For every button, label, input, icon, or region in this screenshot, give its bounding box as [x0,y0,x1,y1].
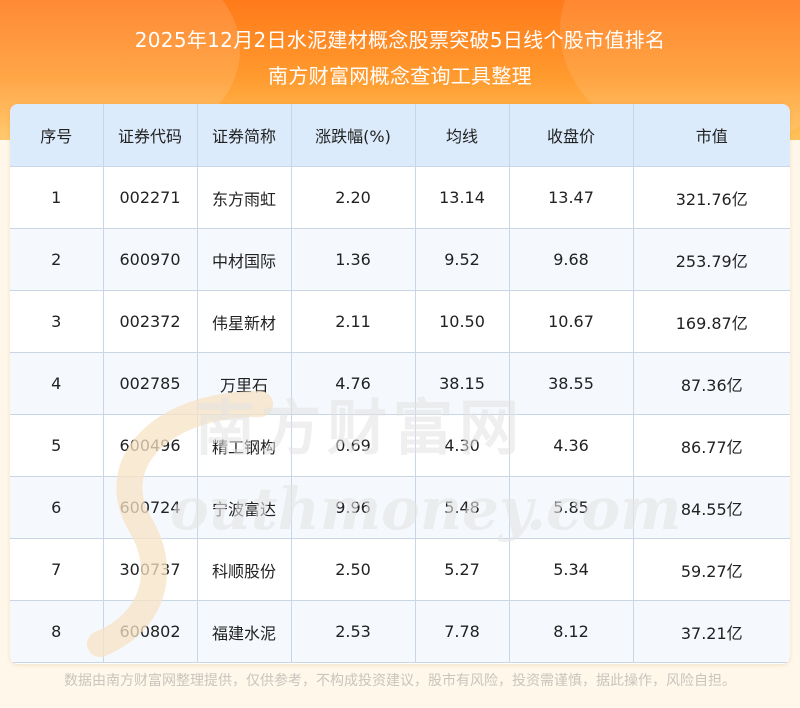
table-row: 6 600724 宁波富达 9.96 5.48 5.85 84.55亿 [10,476,790,539]
table-row: 2 600970 中材国际 1.36 9.52 9.68 253.79亿 [10,228,790,291]
cell-code: 002372 [103,290,198,353]
column-header-code: 证券代码 [103,104,198,167]
column-header-close: 收盘价 [509,104,634,167]
cell-market-cap: 84.55亿 [633,476,790,539]
column-header-index: 序号 [10,104,104,167]
cell-change: 2.11 [291,290,416,353]
cell-code: 600802 [103,600,198,663]
cell-ma: 4.30 [415,414,510,477]
cell-ma: 5.48 [415,476,510,539]
ranking-table: 序号 证券代码 证券简称 涨跌幅(%) 均线 收盘价 市值 1 002271 东方雨… [10,104,790,663]
cell-name: 宁波富达 [197,476,292,539]
cell-close: 8.12 [509,600,634,663]
cell-change: 4.76 [291,352,416,415]
cell-name: 东方雨虹 [197,166,292,229]
cell-market-cap: 59.27亿 [633,538,790,601]
ranking-table-card: 序号 证券代码 证券简称 涨跌幅(%) 均线 收盘价 市值 1 002271 东方雨… [10,104,790,664]
table-row: 8 600802 福建水泥 2.53 7.78 8.12 37.21亿 [10,600,790,663]
column-header-ma: 均线 [415,104,510,167]
cell-close: 4.36 [509,414,634,477]
disclaimer-text: 数据由南方财富网整理提供，仅供参考，不构成投资建议，股市有风险，投资需谨慎，据此… [64,673,736,689]
table-row: 4 002785 万里石 4.76 38.15 38.55 87.36亿 [10,352,790,415]
table-row: 5 600496 精工钢构 0.69 4.30 4.36 86.77亿 [10,414,790,477]
cell-code: 002271 [103,166,198,229]
cell-name: 福建水泥 [197,600,292,663]
cell-index: 7 [10,538,104,601]
cell-code: 300737 [103,538,198,601]
cell-name: 科顺股份 [197,538,292,601]
cell-ma: 10.50 [415,290,510,353]
table-row: 1 002271 东方雨虹 2.20 13.14 13.47 321.76亿 [10,166,790,229]
cell-code: 600724 [103,476,198,539]
table-header-row: 序号 证券代码 证券简称 涨跌幅(%) 均线 收盘价 市值 [10,104,790,167]
cell-index: 6 [10,476,104,539]
cell-close: 5.34 [509,538,634,601]
cell-change: 1.36 [291,228,416,291]
cell-index: 4 [10,352,104,415]
cell-close: 13.47 [509,166,634,229]
cell-index: 3 [10,290,104,353]
cell-index: 8 [10,600,104,663]
cell-close: 38.55 [509,352,634,415]
page-title: 2025年12月2日水泥建材概念股票突破5日线个股市值排名 [134,28,666,52]
cell-market-cap: 37.21亿 [633,600,790,663]
cell-close: 5.85 [509,476,634,539]
table-row: 3 002372 伟星新材 2.11 10.50 10.67 169.87亿 [10,290,790,353]
cell-market-cap: 86.77亿 [633,414,790,477]
cell-ma: 38.15 [415,352,510,415]
cell-ma: 9.52 [415,228,510,291]
page-subtitle: 南方财富网概念查询工具整理 [268,64,532,88]
cell-index: 2 [10,228,104,291]
table-row: 7 300737 科顺股份 2.50 5.27 5.34 59.27亿 [10,538,790,601]
column-header-name: 证券简称 [197,104,292,167]
cell-name: 万里石 [197,352,292,415]
cell-change: 2.50 [291,538,416,601]
cell-change: 0.69 [291,414,416,477]
cell-change: 2.20 [291,166,416,229]
cell-change: 2.53 [291,600,416,663]
cell-market-cap: 321.76亿 [633,166,790,229]
cell-index: 5 [10,414,104,477]
cell-code: 600496 [103,414,198,477]
cell-market-cap: 169.87亿 [633,290,790,353]
column-header-market-cap: 市值 [633,104,790,167]
cell-name: 精工钢构 [197,414,292,477]
cell-close: 10.67 [509,290,634,353]
cell-name: 伟星新材 [197,290,292,353]
cell-market-cap: 87.36亿 [633,352,790,415]
cell-code: 600970 [103,228,198,291]
cell-code: 002785 [103,352,198,415]
cell-name: 中材国际 [197,228,292,291]
cell-ma: 7.78 [415,600,510,663]
cell-ma: 13.14 [415,166,510,229]
cell-ma: 5.27 [415,538,510,601]
column-header-change: 涨跌幅(%) [291,104,416,167]
cell-index: 1 [10,166,104,229]
cell-market-cap: 253.79亿 [633,228,790,291]
cell-close: 9.68 [509,228,634,291]
cell-change: 9.96 [291,476,416,539]
